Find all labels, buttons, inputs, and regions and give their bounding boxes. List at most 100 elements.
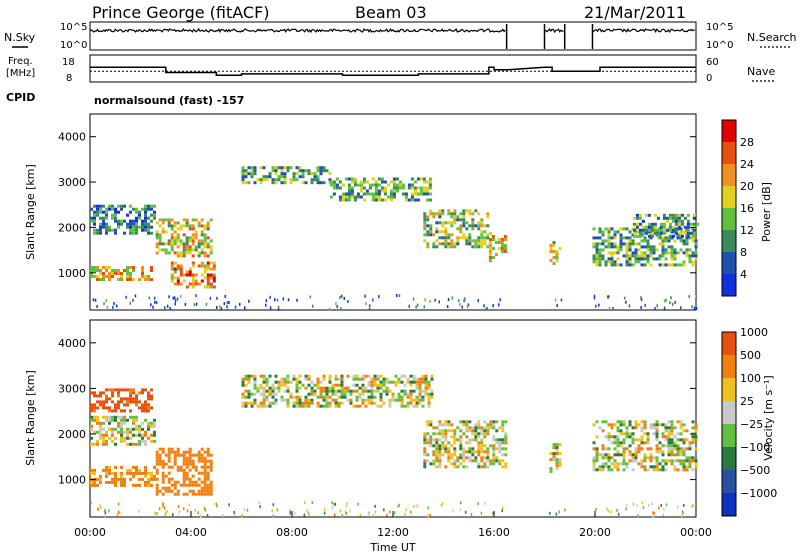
velocity-cell [447, 459, 451, 463]
velocity-cell [601, 456, 605, 460]
power-cell [182, 233, 186, 237]
velocity-cell [114, 465, 117, 469]
power-cell [111, 207, 114, 211]
velocity-cell [607, 465, 611, 469]
velocity-cell [489, 426, 493, 430]
velocity-cell [423, 435, 427, 439]
velocity-cell [429, 438, 433, 442]
power-cell [392, 177, 396, 181]
velocity-cell [592, 459, 596, 463]
power-cell [688, 236, 692, 240]
power-cell [126, 213, 129, 217]
velocity-cell [394, 398, 398, 402]
velocity-data-layer [90, 374, 698, 518]
velocity-cell [634, 420, 638, 424]
colorbar-segment [722, 208, 736, 230]
power-cell [432, 215, 436, 219]
power-cell [500, 238, 504, 241]
power-cell [144, 278, 147, 281]
velocity-cell [415, 395, 419, 399]
power-cell [407, 198, 411, 202]
velocity-cell [301, 401, 305, 405]
power-cell [662, 213, 666, 217]
velocity-cell [421, 404, 425, 408]
power-cell [658, 263, 662, 267]
power-cell [640, 239, 644, 243]
power-cell [429, 224, 433, 228]
power-cell [383, 186, 387, 190]
power-cell [197, 239, 201, 243]
velocity-cell [141, 427, 144, 431]
velocity-cell [135, 471, 138, 475]
power-cell [662, 222, 666, 226]
velocity-cell [480, 432, 484, 436]
velocity-cell [474, 450, 478, 454]
velocity-cell [691, 438, 695, 442]
velocity-cell [549, 452, 553, 456]
power-cell [239, 302, 241, 306]
power-cell [637, 248, 641, 252]
velocity-cell [453, 435, 457, 439]
power-cell [206, 279, 210, 283]
velocity-cell [277, 389, 281, 393]
power-cell [429, 233, 433, 237]
power-cell [383, 198, 387, 202]
power-cell [144, 204, 147, 208]
velocity-cell [135, 424, 138, 428]
power-cell [223, 302, 226, 306]
power-cell [392, 189, 396, 193]
velocity-cell [93, 394, 96, 398]
power-cell [649, 248, 653, 252]
power-cell [182, 251, 186, 255]
velocity-cell [432, 426, 436, 430]
velocity-cell [462, 432, 466, 436]
power-cell [197, 251, 201, 255]
power-cell [444, 245, 448, 249]
velocity-cell [90, 480, 93, 484]
power-cell [150, 225, 153, 229]
velocity-cell [155, 483, 159, 487]
power-cell [674, 219, 678, 223]
velocity-cell [349, 509, 351, 513]
power-cell [598, 251, 602, 255]
velocity-cell [241, 380, 245, 384]
velocity-cell [465, 423, 469, 427]
velocity-cell [435, 441, 439, 445]
velocity-cell [465, 441, 469, 445]
velocity-cell [477, 423, 481, 427]
velocity-cell [319, 395, 323, 399]
power-cell [549, 244, 553, 247]
power-cell [625, 260, 629, 264]
velocity-cell [694, 429, 698, 433]
velocity-cell [631, 432, 635, 436]
velocity-cell [188, 503, 191, 507]
power-cell [450, 245, 454, 249]
velocity-cell [501, 453, 505, 457]
power-cell [200, 230, 204, 234]
power-cell [111, 272, 114, 275]
velocity-cell [474, 438, 478, 442]
power-cell [480, 221, 484, 225]
velocity-cell [628, 450, 632, 454]
power-cell [610, 260, 614, 264]
power-cell [283, 175, 287, 179]
velocity-cell [298, 374, 302, 378]
velocity-cell [388, 389, 392, 393]
velocity-cell [634, 426, 638, 430]
velocity-cell [382, 383, 386, 387]
velocity-cell [126, 468, 129, 472]
velocity-cell [120, 427, 123, 431]
date-title: 21/Mar/2011 [584, 3, 686, 22]
velocity-cell [456, 438, 460, 442]
velocity-cell [262, 386, 266, 390]
power-cell [316, 166, 320, 170]
velocity-cell [370, 398, 374, 402]
velocity-cell [435, 459, 439, 463]
power-cell [661, 254, 665, 258]
velocity-cell [613, 438, 617, 442]
velocity-cell [191, 480, 195, 484]
velocity-cell [188, 462, 192, 466]
velocity-cell [432, 450, 436, 454]
power-cell [347, 189, 351, 193]
velocity-cell [200, 489, 204, 493]
